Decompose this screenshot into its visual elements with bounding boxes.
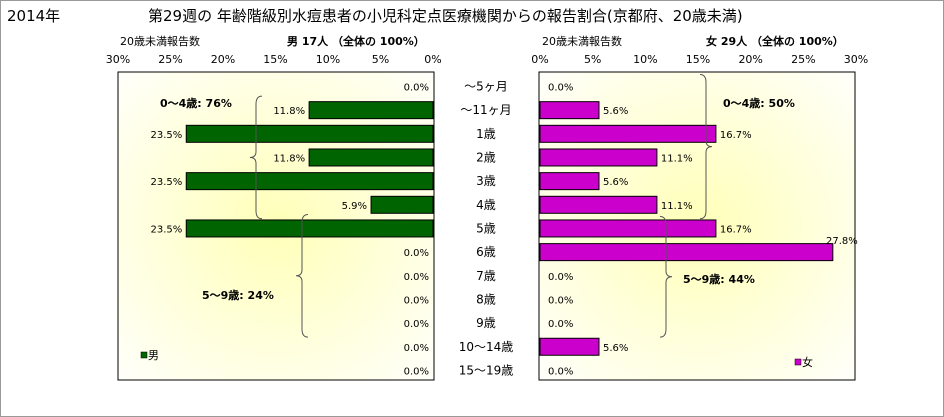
female-x-tick-label: 25% xyxy=(791,53,815,66)
female-bar xyxy=(539,219,717,238)
female-bar xyxy=(539,148,658,167)
category-label: 3歳 xyxy=(476,174,496,188)
male-data-label: 0.0% xyxy=(404,248,429,259)
male-bar xyxy=(185,172,434,191)
male-x-tick-label: 15% xyxy=(263,53,287,66)
male-data-label: 23.5% xyxy=(150,177,182,188)
male-data-label: 0.0% xyxy=(404,295,429,306)
female-bar xyxy=(539,124,717,143)
male-legend-label: 男 xyxy=(148,349,159,362)
male-bar xyxy=(308,148,434,167)
category-label: 15～19歳 xyxy=(459,363,514,377)
male-bar xyxy=(370,195,434,214)
female-bracket-label: 5～9歳: 44% xyxy=(683,272,755,286)
chart-title: 第29週の 年齢階級別水痘患者の小児科定点医療機関からの報告割合(京都府、20歳… xyxy=(148,7,743,25)
female-data-label: 16.7% xyxy=(720,130,752,141)
female-bracket-label: 0～4歳: 50% xyxy=(723,96,795,110)
male-x-tick-label: 20% xyxy=(211,53,235,66)
female-bracket xyxy=(659,215,673,338)
male-data-label: 11.8% xyxy=(273,106,305,117)
female-x-tick-label: 20% xyxy=(738,53,762,66)
male-data-labels: 0.0% 11.8% 23.5% 11.8% 23.5% 5.9% 23.5% 0.0% 0.0… xyxy=(150,83,429,378)
female-data-label: 5.6% xyxy=(603,177,628,188)
category-label: ～5ヶ月 xyxy=(464,80,508,94)
male-age-group-brackets: 0～4歳: 76% 5～9歳: 24% xyxy=(160,95,309,338)
male-axis-caption: 20歳未満報告数 xyxy=(120,35,200,48)
male-bracket-label: 0～4歳: 76% xyxy=(160,96,232,110)
male-bracket xyxy=(295,213,309,338)
category-label: 8歳 xyxy=(476,292,496,306)
female-x-tick-label: 0% xyxy=(531,53,548,66)
male-data-label: 11.8% xyxy=(273,153,305,164)
category-label: 7歳 xyxy=(476,269,496,283)
category-label: ～11ヶ月 xyxy=(460,103,511,117)
female-heading: 女 29人 （全体の 100%） xyxy=(706,34,844,48)
female-data-label: 5.6% xyxy=(603,343,628,354)
male-data-label: 23.5% xyxy=(150,130,182,141)
male-x-axis-ticks: 30% 25% 20% 15% 10% 5% 0% xyxy=(106,53,442,66)
female-bar xyxy=(539,243,834,262)
male-data-label: 0.0% xyxy=(404,272,429,283)
female-x-tick-label: 5% xyxy=(584,53,601,66)
female-data-label: 16.7% xyxy=(720,224,752,235)
female-bracket xyxy=(699,74,713,220)
female-data-label: 0.0% xyxy=(548,272,573,283)
male-data-label: 0.0% xyxy=(404,319,429,330)
female-data-labels: 0.0% 5.6% 16.7% 11.1% 5.6% 11.1% 16.7% 27.8% 0.0… xyxy=(548,83,858,378)
male-data-label: 5.9% xyxy=(342,201,367,212)
female-age-group-brackets: 0～4歳: 50% 5～9歳: 44% xyxy=(659,74,795,338)
male-bracket-label: 5～9歳: 24% xyxy=(202,288,274,302)
female-legend-swatch xyxy=(794,358,802,366)
female-bar xyxy=(539,101,600,120)
category-label: 5歳 xyxy=(476,221,496,235)
male-bar xyxy=(185,124,434,143)
male-data-label: 0.0% xyxy=(404,343,429,354)
female-x-axis-ticks: 0% 5% 10% 15% 20% 25% 30% xyxy=(531,53,868,66)
male-x-tick-label: 10% xyxy=(316,53,340,66)
year-label: 2014年 xyxy=(7,7,60,25)
female-axis-caption: 20歳未満報告数 xyxy=(542,35,622,48)
category-label: 9歳 xyxy=(476,316,496,330)
female-data-label: 0.0% xyxy=(548,83,573,94)
female-x-tick-label: 30% xyxy=(844,53,868,66)
female-x-tick-label: 15% xyxy=(686,53,710,66)
male-x-tick-label: 30% xyxy=(106,53,130,66)
female-data-label: 0.0% xyxy=(548,295,573,306)
female-data-label: 11.1% xyxy=(661,201,693,212)
female-x-tick-label: 10% xyxy=(633,53,657,66)
female-data-label: 11.1% xyxy=(661,153,693,164)
category-label: 6歳 xyxy=(476,245,496,259)
female-bars xyxy=(539,101,834,356)
category-label: 1歳 xyxy=(476,127,496,141)
male-x-tick-label: 5% xyxy=(372,53,389,66)
male-data-label: 0.0% xyxy=(404,83,429,94)
male-legend-swatch xyxy=(140,351,148,359)
category-labels: ～5ヶ月 ～11ヶ月 1歳 2歳 3歳 4歳 5歳 6歳 7歳 8歳 9歳 10～14歳 15～19歳 xyxy=(459,80,514,378)
female-bar xyxy=(539,172,600,191)
category-label: 10～14歳 xyxy=(459,340,514,354)
female-legend-label: 女 xyxy=(802,355,813,369)
female-data-label: 27.8% xyxy=(826,236,858,247)
female-bar xyxy=(539,195,658,214)
male-x-tick-label: 25% xyxy=(158,53,182,66)
female-data-label: 0.0% xyxy=(548,319,573,330)
male-x-tick-label: 0% xyxy=(424,53,441,66)
male-bar xyxy=(185,219,434,238)
category-label: 4歳 xyxy=(476,198,496,212)
male-bracket xyxy=(249,95,263,220)
male-bar xyxy=(308,101,434,120)
female-data-label: 5.6% xyxy=(603,106,628,117)
male-data-label: 23.5% xyxy=(150,224,182,235)
category-label: 2歳 xyxy=(476,150,496,164)
male-heading: 男 17人 （全体の 100%） xyxy=(287,34,425,48)
male-bars xyxy=(185,101,434,238)
female-bar xyxy=(539,337,600,356)
female-data-label: 0.0% xyxy=(548,366,573,377)
male-data-label: 0.0% xyxy=(404,366,429,377)
